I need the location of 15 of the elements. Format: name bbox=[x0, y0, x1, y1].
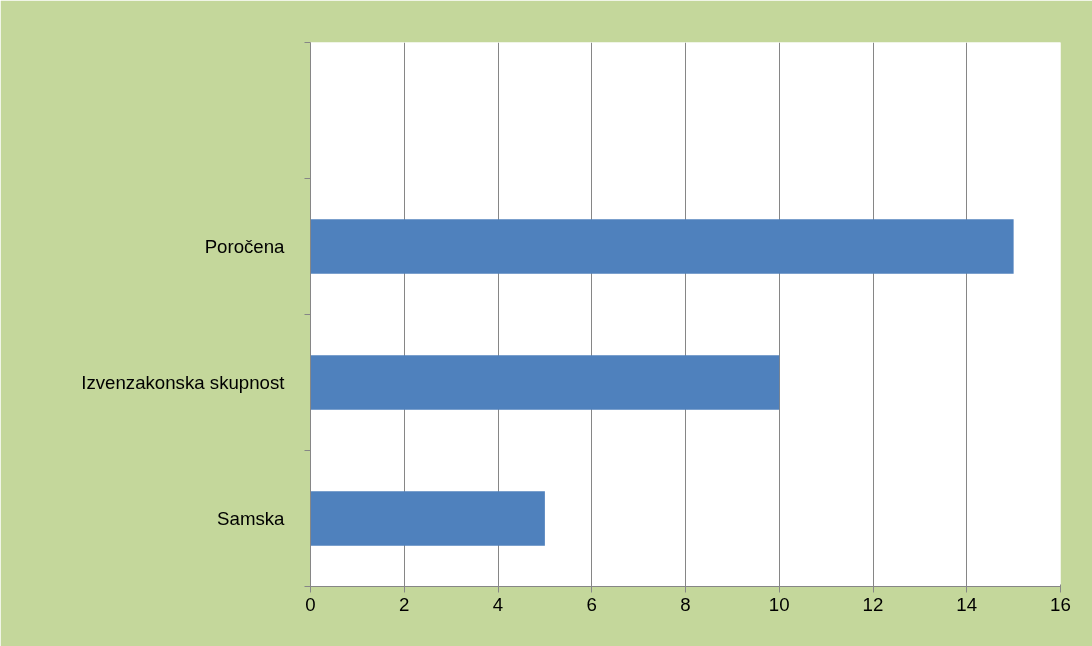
x-tick-label: 10 bbox=[768, 593, 790, 615]
bar bbox=[310, 219, 1014, 274]
x-tick-label: 16 bbox=[1050, 593, 1071, 615]
y-tick-label: Samska bbox=[217, 508, 286, 529]
x-tick-label: 6 bbox=[586, 593, 597, 615]
x-tick-label: 4 bbox=[492, 593, 504, 615]
x-tick-label: 12 bbox=[862, 593, 884, 615]
bar bbox=[310, 491, 545, 546]
bar bbox=[310, 355, 780, 410]
x-tick-label: 8 bbox=[680, 593, 691, 615]
y-tick-label: Poročena bbox=[204, 236, 286, 257]
y-tick-label: Izvenzakonska skupnost bbox=[81, 372, 286, 393]
x-tick-label: 2 bbox=[399, 593, 410, 615]
x-tick-label: 14 bbox=[956, 593, 978, 615]
x-tick-label: 0 bbox=[305, 593, 316, 615]
